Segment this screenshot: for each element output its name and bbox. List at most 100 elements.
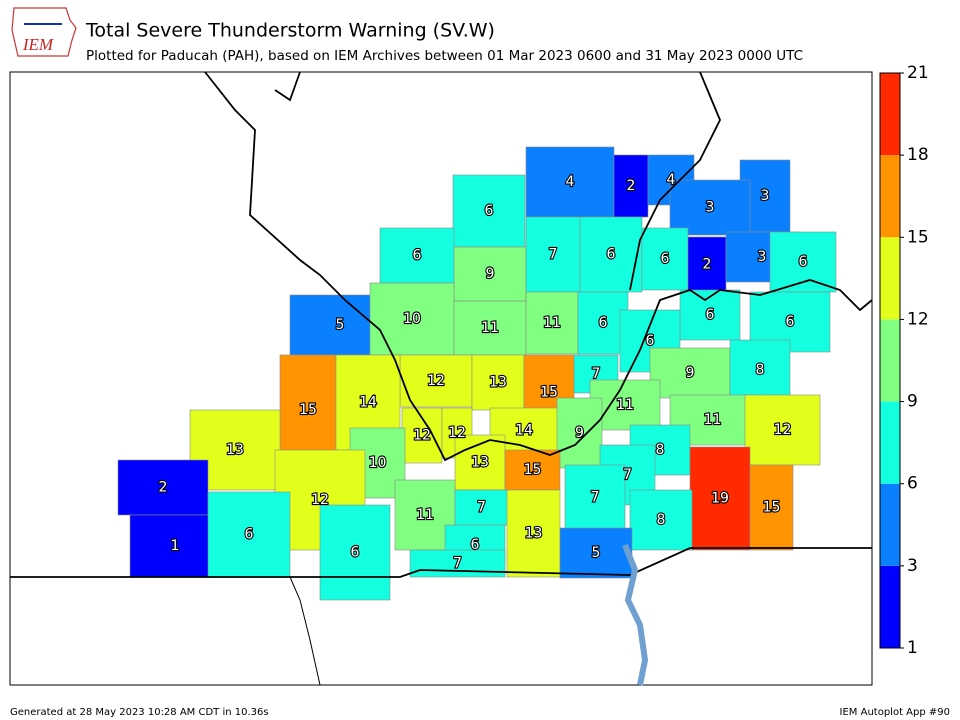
colorbar-tick-label: 9 <box>907 392 918 412</box>
county <box>399 354 473 408</box>
county <box>504 449 561 491</box>
colorbar-segment <box>880 565 900 648</box>
county-value: 12 <box>311 492 329 508</box>
county-value: 11 <box>616 397 634 413</box>
county <box>453 246 527 302</box>
county <box>669 179 751 236</box>
county <box>749 464 794 551</box>
title: Total Severe Thunderstorm Warning (SV.W) <box>85 20 495 42</box>
county-value: 6 <box>607 247 616 263</box>
lake <box>622 543 649 686</box>
county-value: 6 <box>599 315 608 331</box>
county <box>369 282 455 356</box>
logo-text: IEM <box>22 35 54 54</box>
county-value: 7 <box>623 467 632 483</box>
county-value: 15 <box>524 462 542 478</box>
county <box>679 289 741 341</box>
county-value: 4 <box>566 174 575 190</box>
county-value: 11 <box>416 507 434 523</box>
county-value: 8 <box>756 362 765 378</box>
footer-right: IEM Autoplot App #90 <box>840 707 950 718</box>
county-value: 7 <box>453 556 462 572</box>
county <box>207 491 291 578</box>
county-value: 13 <box>525 526 543 542</box>
county-value: 7 <box>592 366 601 382</box>
county-value: 6 <box>351 545 360 561</box>
county-value: 12 <box>413 428 431 444</box>
county-value: 6 <box>706 307 715 323</box>
county-value: 11 <box>704 412 722 428</box>
state-border <box>289 576 321 686</box>
county-value: 13 <box>226 442 244 458</box>
county-value: 8 <box>656 442 665 458</box>
colorbar-tick-label: 6 <box>907 474 918 494</box>
colorbar-frame <box>879 72 901 649</box>
county-value: 7 <box>591 490 600 506</box>
county-value: 11 <box>481 320 499 336</box>
county <box>453 300 527 356</box>
county-value: 6 <box>471 537 480 553</box>
county <box>577 291 629 355</box>
county <box>454 489 509 526</box>
subtitle: Plotted for Paducah (PAH), based on IEM … <box>86 48 803 64</box>
county-value: 6 <box>799 254 808 270</box>
colorbar-segment <box>880 401 900 484</box>
county-value: 2 <box>159 480 168 496</box>
county-value: 3 <box>761 188 770 204</box>
county-value: 3 <box>706 200 715 216</box>
county-value: 12 <box>774 422 792 438</box>
county-value: 11 <box>543 315 561 331</box>
colorbar-tick-label: 1 <box>907 638 918 658</box>
county-value: 19 <box>711 491 729 507</box>
county <box>452 174 526 248</box>
county <box>629 489 693 551</box>
county-value: 10 <box>369 455 387 471</box>
logo-outline <box>11 7 77 57</box>
state-border <box>629 71 721 291</box>
river-border <box>204 71 873 462</box>
colorbar-tick-label: 15 <box>907 227 929 247</box>
county-value: 15 <box>763 500 781 516</box>
colorbar-segment <box>880 319 900 402</box>
colorbar-segment <box>880 483 900 566</box>
county-value: 13 <box>489 375 507 391</box>
colorbar-segment <box>880 155 900 238</box>
county-value: 9 <box>686 365 695 381</box>
county-value: 15 <box>299 402 317 418</box>
county-value: 8 <box>657 512 666 528</box>
county-value: 2 <box>627 178 636 194</box>
county <box>525 216 581 293</box>
colorbar-tick-label: 3 <box>907 556 918 576</box>
county <box>525 146 615 218</box>
county <box>689 446 751 551</box>
county <box>319 504 391 601</box>
county-value: 4 <box>667 172 676 188</box>
state-border <box>10 547 872 578</box>
county-value: 3 <box>758 249 767 265</box>
state-border <box>274 71 301 102</box>
county-value: 12 <box>448 425 466 441</box>
county-value: 10 <box>403 311 421 327</box>
colorbar-segment <box>880 237 900 320</box>
county-value: 9 <box>575 425 584 441</box>
county <box>117 459 209 516</box>
county-value: 6 <box>786 314 795 330</box>
colorbar: 1 3 6 9 12 15 18 21 <box>879 63 929 658</box>
colorbar-tick-label: 21 <box>907 63 929 83</box>
county <box>641 227 689 291</box>
county-value: 7 <box>477 500 486 516</box>
county-value: 9 <box>486 266 495 282</box>
county-value: 6 <box>485 203 494 219</box>
county-value: 1 <box>171 538 180 554</box>
county-value: 14 <box>515 423 533 439</box>
county-value: 13 <box>471 455 489 471</box>
colorbar-tick-label: 12 <box>907 309 929 329</box>
county <box>279 354 337 466</box>
county-value: 2 <box>703 257 712 273</box>
borders <box>10 71 873 686</box>
county <box>129 514 221 578</box>
county-value: 5 <box>592 545 601 561</box>
county <box>613 154 649 218</box>
